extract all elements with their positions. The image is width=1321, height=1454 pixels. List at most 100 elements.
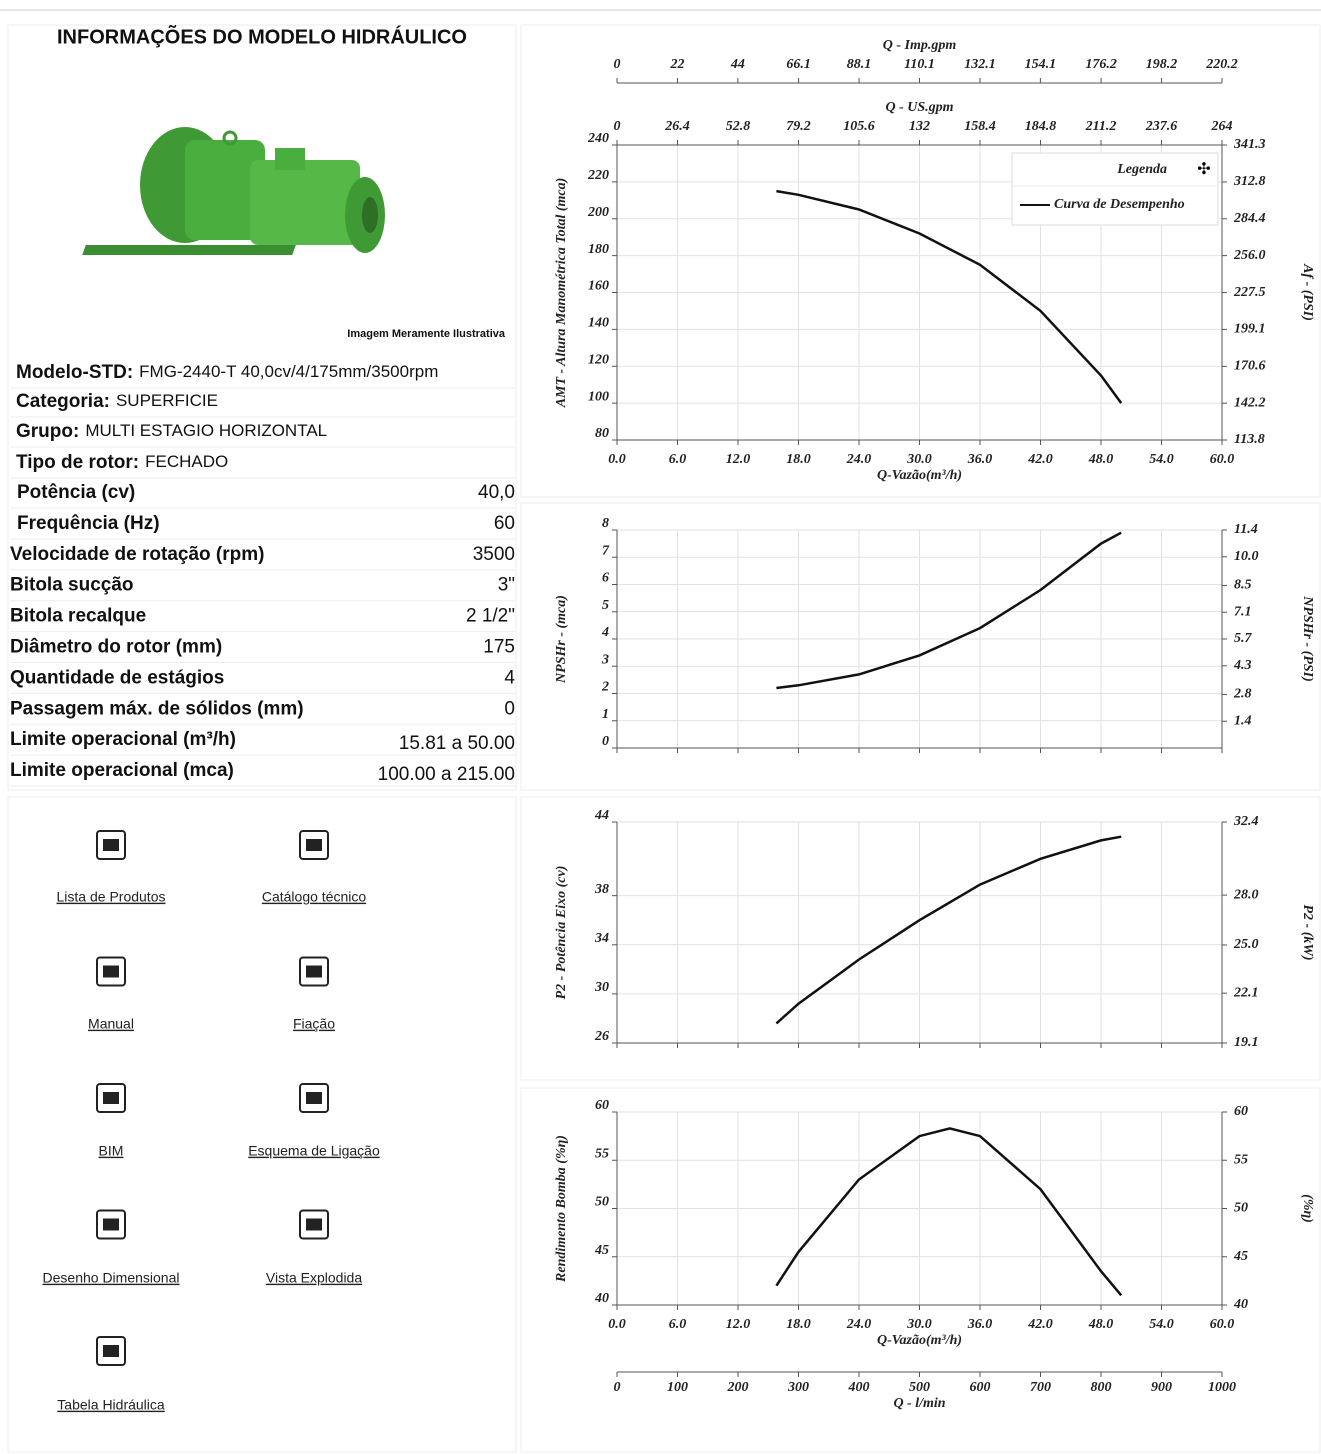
spec-label: Quantidade de estágios	[10, 667, 224, 688]
legend-title: Legenda	[1116, 162, 1167, 177]
y-tick-label: 60	[595, 1098, 609, 1113]
x-tick-label: 0.0	[608, 1317, 626, 1332]
y-tick-label: 240	[587, 131, 609, 146]
y2-tick-label: 341.3	[1233, 137, 1266, 152]
spec-value: 2 1/2"	[466, 606, 515, 627]
link-label[interactable]: Manual	[88, 1016, 134, 1032]
y-axis-label: P2 - Potência Eixo (cv)	[554, 866, 569, 1000]
spec-label: Bitola recalque	[10, 606, 146, 627]
link-icon	[96, 830, 126, 860]
legend-box	[1011, 152, 1219, 226]
y-tick-label: 45	[594, 1243, 609, 1258]
y2-tick-label: 227.5	[1233, 285, 1266, 300]
x-tick-label: 24.0	[846, 1317, 872, 1332]
chart-panel	[520, 796, 1321, 1081]
x-tick-label: 6.0	[669, 1317, 687, 1332]
secondary-x-tick-label: 79.2	[786, 119, 811, 134]
y-tick-label: 30	[594, 980, 609, 995]
link-icon	[299, 1083, 329, 1113]
x-tick-label: 30.0	[906, 1317, 932, 1332]
spec-label: Passagem máx. de sólidos (mm)	[10, 698, 304, 719]
link-label[interactable]: BIM	[99, 1143, 124, 1159]
y-tick-label: 50	[595, 1195, 609, 1210]
y2-tick-label: 142.2	[1234, 395, 1266, 410]
secondary-x-tick-label: 198.2	[1146, 57, 1178, 72]
pump-image	[82, 127, 385, 255]
secondary-x-tick-label: 100	[667, 1380, 688, 1395]
link-label[interactable]: Tabela Hidráulica	[57, 1397, 165, 1413]
summary-label: Tipo de rotor:	[16, 452, 139, 473]
y2-tick-label: 113.8	[1234, 432, 1265, 447]
summary-value: FMG-2440-T 40,0cv/4/175mm/3500rpm	[139, 362, 438, 381]
y2-tick-label: 284.4	[1233, 211, 1266, 226]
secondary-x-tick-label: 132.1	[964, 57, 996, 72]
x-tick-label: 48.0	[1088, 452, 1114, 467]
link-label[interactable]: Catálogo técnico	[262, 889, 367, 905]
summary-row: Modelo-STD: FMG-2440-T 40,0cv/4/175mm/350…	[16, 362, 438, 383]
link-label[interactable]: Lista de Produtos	[57, 889, 166, 905]
link-label[interactable]: Desenho Dimensional	[43, 1270, 180, 1286]
link-label[interactable]: Esquema de Ligação	[248, 1143, 380, 1159]
summary-label: Categoria:	[16, 391, 110, 412]
icon-detail	[306, 965, 322, 978]
link-label[interactable]: Fiação	[293, 1016, 335, 1032]
y-tick-label: 8	[602, 516, 609, 531]
y-tick-label: 6	[602, 571, 609, 586]
spec-value: 4	[504, 667, 515, 688]
icon-body	[96, 830, 126, 860]
y-tick-label: 3	[601, 652, 609, 667]
x-axis-label: Q-Vazão(m³/h)	[877, 1333, 962, 1348]
x-tick-label: 54.0	[1149, 452, 1174, 467]
y-tick-label: 220	[587, 168, 609, 183]
spec-value: 175	[483, 637, 515, 658]
secondary-x-axis-label: Q - Imp.gpm	[883, 38, 957, 53]
y-tick-label: 44	[594, 808, 609, 823]
icon-detail	[103, 1218, 119, 1231]
image-caption: Imagem Meramente Ilustrativa	[347, 328, 506, 340]
secondary-x-tick-label: 237.6	[1145, 119, 1178, 134]
secondary-x-tick-label: 52.8	[726, 119, 751, 134]
x-tick-label: 18.0	[786, 452, 811, 467]
link-icon	[299, 956, 329, 987]
icon-detail	[103, 965, 119, 978]
icon-detail	[103, 839, 119, 851]
x-tick-label: 6.0	[669, 452, 687, 467]
y2-tick-label: 312.8	[1233, 174, 1266, 189]
secondary-x-axis-label: Q - l/min	[893, 1396, 945, 1411]
chart-panel	[520, 1087, 1321, 1453]
icon-detail	[306, 1218, 322, 1231]
y-tick-label: 0	[602, 734, 609, 749]
y-tick-label: 5	[602, 598, 609, 613]
spec-label: Limite operacional (mca)	[10, 760, 234, 781]
y2-tick-label: 28.0	[1233, 887, 1259, 902]
secondary-x-tick-label: 184.8	[1025, 119, 1057, 134]
y-tick-label: 200	[587, 205, 609, 220]
icon-body	[96, 1209, 126, 1240]
y-tick-label: 100	[588, 389, 609, 404]
y-tick-label: 180	[588, 242, 609, 257]
y-axis-label: Rendimento Bomba (%η)	[554, 1135, 569, 1283]
link-icon	[96, 1083, 126, 1113]
secondary-x-tick-label: 0	[614, 1380, 621, 1395]
link-label[interactable]: Vista Explodida	[266, 1270, 362, 1286]
y-tick-label: 7	[602, 543, 610, 558]
spec-label: Potência (cv)	[17, 482, 135, 503]
icon-body	[96, 1083, 126, 1113]
secondary-x-tick-label: 1000	[1208, 1380, 1236, 1395]
y-tick-label: 4	[601, 625, 609, 640]
icon-body	[299, 1083, 329, 1113]
secondary-x-tick-label: 158.4	[964, 119, 996, 134]
secondary-x-tick-label: 0	[614, 57, 621, 72]
x-tick-label: 48.0	[1088, 1317, 1114, 1332]
spec-label: Limite operacional (m³/h)	[10, 729, 236, 750]
secondary-x-tick-label: 264	[1211, 119, 1233, 134]
secondary-x-tick-label: 600	[970, 1380, 991, 1395]
info-rows: Modelo-STD: FMG-2440-T 40,0cv/4/175mm/350…	[10, 362, 515, 787]
secondary-x-tick-label: 900	[1151, 1380, 1172, 1395]
link-icon	[96, 1336, 126, 1366]
y-tick-label: 160	[588, 279, 609, 294]
secondary-x-tick-label: 300	[787, 1380, 809, 1395]
x-tick-label: 42.0	[1027, 452, 1053, 467]
y2-tick-label: 8.5	[1234, 578, 1252, 593]
